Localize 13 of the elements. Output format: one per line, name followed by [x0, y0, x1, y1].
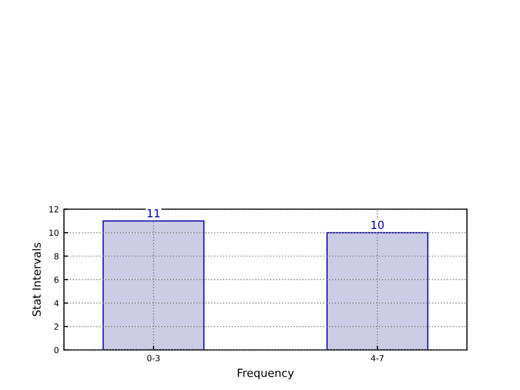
y-tick-label: 8 — [54, 253, 59, 260]
y-tick-label: 12 — [49, 206, 58, 212]
data-label: 10 — [372, 220, 384, 230]
y-tick-label: 0 — [54, 346, 59, 354]
y-tick-label: 4 — [54, 300, 59, 306]
y-tick-label: 6 — [54, 276, 59, 283]
data-label: 11 — [148, 209, 160, 218]
x-tick-label: 4-7 — [371, 355, 384, 362]
y-tick-label: 10 — [49, 230, 59, 236]
x-tick-label: 0-3 — [147, 354, 160, 362]
y-tick-label: 2 — [54, 324, 58, 330]
x-axis-title: Frequency — [238, 368, 294, 380]
y-axis-title: Stat Intervals — [32, 242, 41, 316]
